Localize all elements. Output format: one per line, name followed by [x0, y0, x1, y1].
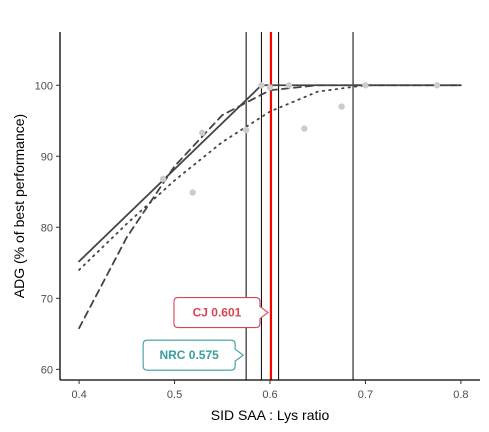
callouts: CJ 0.601 NRC 0.575 [142, 296, 269, 371]
data-point [242, 126, 250, 134]
y-tick-label: 60 [41, 364, 53, 376]
data-point [433, 82, 441, 89]
x-axis-title: SID SAA : Lys ratio [211, 407, 330, 423]
x-tick-label: 0.7 [358, 389, 373, 401]
data-point [189, 189, 196, 196]
x-axis-ticks: 0.4 0.5 0.6 0.7 0.8 [71, 380, 469, 401]
y-tick-label: 80 [41, 222, 53, 234]
cj-callout-bubble [173, 296, 269, 329]
data-point [285, 82, 293, 89]
data-point [199, 129, 206, 137]
nrc-callout-bubble [142, 339, 245, 371]
data-point [338, 103, 345, 110]
y-axis-title: ADG (% of best performance) [11, 114, 27, 298]
cj-callout-label: CJ 0.601 [193, 306, 242, 320]
y-tick-label: 100 [35, 80, 53, 92]
data-points [159, 82, 441, 196]
x-tick-label: 0.8 [453, 389, 468, 401]
x-tick-label: 0.4 [71, 389, 86, 401]
data-point [258, 82, 265, 89]
y-tick-label: 70 [41, 293, 53, 305]
data-point [159, 175, 167, 183]
data-point [266, 84, 274, 91]
data-point [301, 125, 308, 132]
y-tick-label: 90 [41, 151, 53, 163]
x-tick-label: 0.6 [262, 389, 277, 401]
y-axis-ticks: 60 70 80 90 100 [35, 80, 60, 376]
data-point [362, 82, 369, 89]
broken-line-quadratic [78, 84, 462, 330]
x-tick-label: 0.5 [167, 389, 182, 401]
nrc-callout-label: NRC 0.575 [159, 348, 219, 362]
